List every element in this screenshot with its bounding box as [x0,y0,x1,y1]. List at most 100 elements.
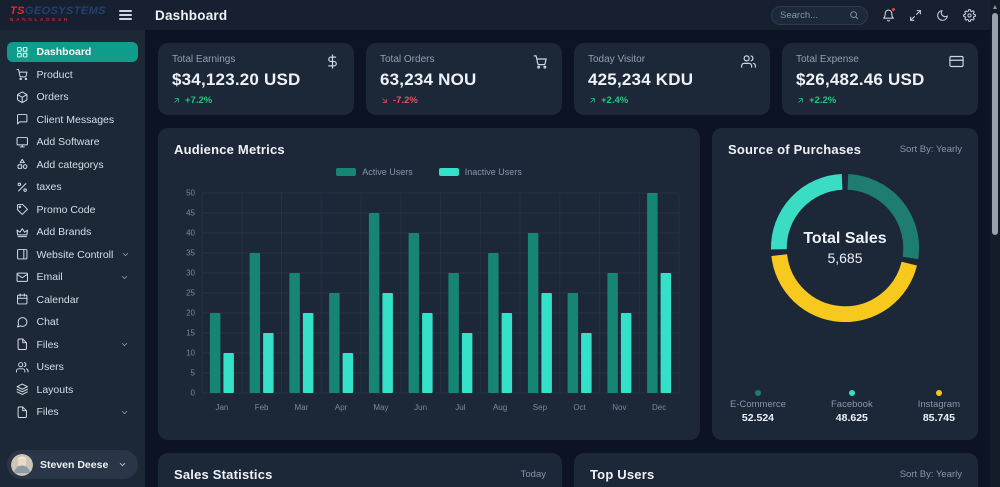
total-sales-value: 5,685 [827,250,863,266]
search-icon[interactable] [849,10,859,20]
crown-icon [16,226,29,239]
card-filter-label[interactable]: Sort By: Yearly [899,469,962,480]
sidebar-item-product[interactable]: Product [7,65,138,85]
page-title: Dashboard [155,7,228,23]
stat-card-label: Today Visitor [588,54,646,65]
donut-center-label: Total Sales 5,685 [766,169,924,327]
avatar [11,453,33,476]
svg-text:5: 5 [191,369,196,378]
stat-card-total-expense: Total Expense $26,482.46 USD +2.2% [782,43,978,115]
sidebar-item-add-categorys[interactable]: Add categorys [7,155,138,175]
audience-metrics-title: Audience Metrics [174,142,285,157]
sidebar-item-label: Files [36,338,59,351]
sidebar-item-files[interactable]: Files [7,335,138,355]
legend-value: 52.524 [741,412,775,424]
credit-card-icon [949,54,964,69]
monitor-icon [16,136,29,149]
sidebar-item-label: Client Messages [36,113,115,126]
scroll-up-arrow-icon[interactable] [992,5,997,9]
svg-text:Oct: Oct [573,403,586,412]
svg-text:25: 25 [186,289,195,298]
sidebar-item-label: Users [36,361,64,373]
stat-card-trend: +2.4% [588,95,756,106]
chevron-down-icon [120,273,129,282]
card-filter-label[interactable]: Today [520,469,546,480]
page-scrollbar[interactable] [990,0,1000,487]
scrollbar-thumb[interactable] [992,13,998,235]
stat-card-trend: +2.2% [796,95,964,106]
file-icon [16,338,29,351]
sales-statistics-card: Sales Statistics Today [158,453,562,487]
donut-legend-facebook: Facebook 48.625 [831,390,873,424]
sidebar-item-label: Orders [36,91,69,103]
legend-dot [848,390,855,396]
sidebar-item-label: Chat [36,316,59,328]
sidebar-item-promo-code[interactable]: Promo Code [7,200,138,220]
sidebar-item-label: Add categorys [36,158,104,171]
trend-value: +7.2% [185,95,213,106]
svg-text:Mar: Mar [295,403,309,412]
total-sales-label: Total Sales [803,230,887,247]
card-title: Sales Statistics [174,467,273,482]
percent-icon [16,181,29,194]
sidebar-item-layouts[interactable]: Layouts [7,380,138,400]
legend-value: 85.745 [922,412,955,424]
audience-metrics-card: Audience Metrics Active Users Inactive Us… [158,128,700,440]
sidebar-item-client-messages[interactable]: Client Messages [7,110,138,130]
chevron-down-icon [120,340,129,349]
stat-card-value: 63,234 NOU [380,70,477,89]
sidebar-item-add-software[interactable]: Add Software [7,132,138,152]
legend-inactive-users[interactable]: Inactive Users [438,167,522,177]
fullscreen-expand-icon[interactable] [909,9,922,22]
cart-icon [16,68,29,81]
donut-chart: Total Sales 5,685 [766,169,924,327]
legend-active-users[interactable]: Active Users [336,167,413,177]
donut-chart-svg [770,174,919,323]
sidebar-item-label: Email [36,271,63,283]
user-menu[interactable]: Steven Deese [7,450,138,479]
settings-gear-icon[interactable] [963,8,976,22]
sidebar-item-add-brands[interactable]: Add Brands [7,222,138,242]
stat-cards-row: Total Earnings $34,123.20 USD +7.2% Total O… [158,43,978,115]
arrow-up-right-icon [796,96,805,105]
menu-toggle-icon[interactable] [116,7,135,23]
legend-swatch [438,168,459,176]
donut-legend: E-Commerce 52.524 Facebook 48.625 Instagram 8… [728,390,962,426]
stat-card-value: $26,482.46 USD [796,70,925,89]
svg-text:35: 35 [186,249,195,258]
legend-label: E-Commerce [730,398,786,410]
legend-label: Instagram [917,398,960,410]
sidebar-item-dashboard[interactable]: Dashboard [7,42,138,62]
sort-by-dropdown[interactable]: Sort By: Yearly [899,144,962,155]
calendar-icon [16,293,29,306]
search-input[interactable] [780,9,849,21]
svg-text:Dec: Dec [652,403,666,412]
charts-row: Audience Metrics Active Users Inactive Us… [158,128,978,440]
sidebar-item-label: Product [36,68,73,81]
bar-legend: Active Users Inactive Users [158,167,700,177]
sidebar-item-label: Calendar [36,293,80,306]
card-title: Top Users [590,467,655,482]
sidebar-item-orders[interactable]: Orders [7,87,138,107]
stat-card-total-earnings: Total Earnings $34,123.20 USD +7.2% [158,43,354,115]
dark-mode-moon-icon[interactable] [936,9,949,22]
legend-label: Active Users [362,167,413,177]
svg-text:Nov: Nov [612,403,626,412]
svg-text:40: 40 [186,229,195,238]
package-icon [16,91,29,104]
layers-icon [16,383,29,396]
bottom-cards-row: Sales Statistics Today Top Users Sort By: Y… [158,453,978,487]
sidebar-item-files[interactable]: Files [7,402,138,422]
chevron-down-icon [121,250,130,259]
sidebar-item-chat[interactable]: Chat [7,312,138,332]
notifications-bell-icon[interactable] [882,6,896,22]
topbar: TSGEOSYSTEMS BANGLADESH Dashboard [0,0,1000,30]
sidebar-item-taxes[interactable]: taxes [7,177,138,197]
bar-chart-svg: 0 5 10 15 20 25 30 35 40 45 50 Jan Feb Mar Apr May Jun Ju… [186,189,680,412]
dollar-icon [325,54,340,69]
sidebar-item-users[interactable]: Users [7,357,138,377]
sidebar-item-website-controll[interactable]: Website Controll [7,245,138,265]
svg-text:Aug: Aug [493,403,507,412]
sidebar-item-email[interactable]: Email [7,267,138,287]
sidebar-item-calendar[interactable]: Calendar [7,290,138,310]
